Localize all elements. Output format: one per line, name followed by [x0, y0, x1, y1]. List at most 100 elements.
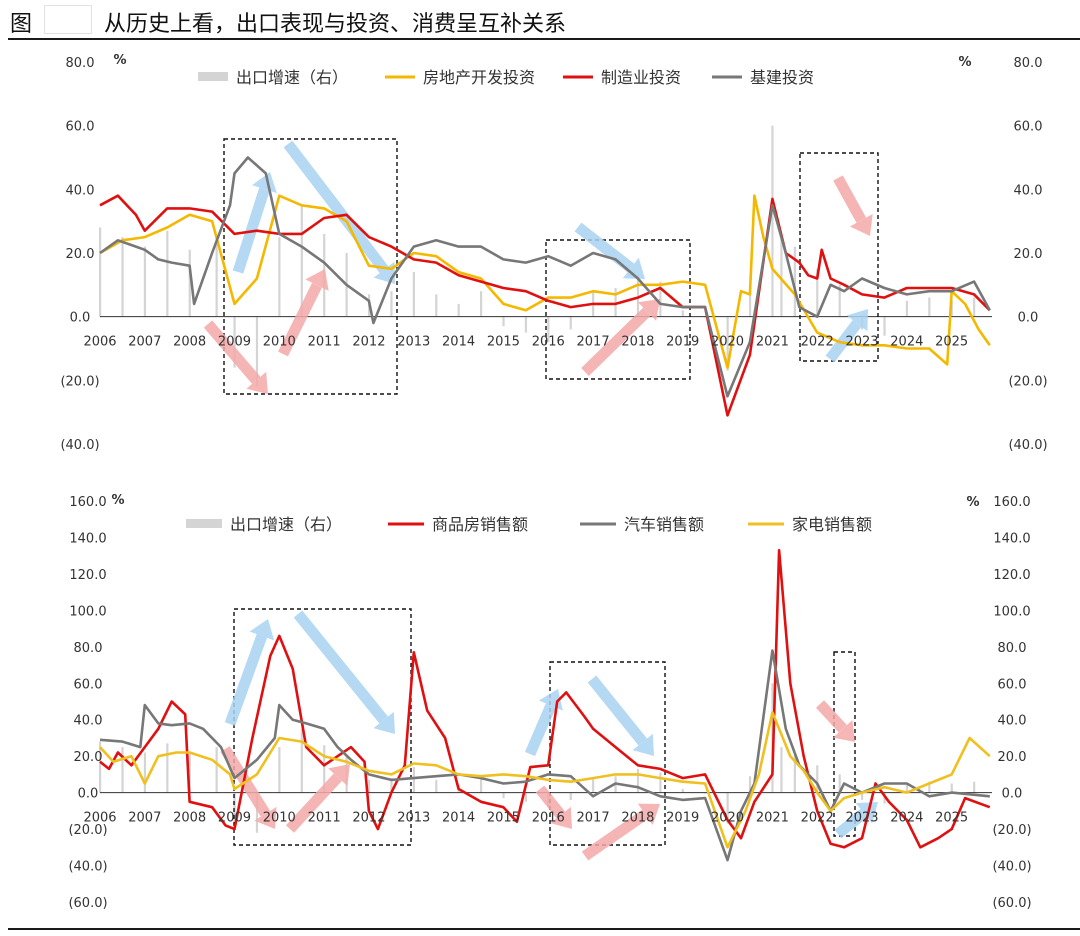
- export-bar: [659, 772, 662, 793]
- trend-arrow-shaft: [815, 700, 847, 733]
- export-bar: [928, 781, 931, 793]
- trend-arrow-shaft: [283, 140, 389, 274]
- trend-arrow-head: [833, 719, 855, 742]
- export-bar: [188, 754, 191, 793]
- trend-arrow-head: [254, 806, 277, 829]
- export-bar: [435, 294, 438, 317]
- right-axis-tick-label: (20.0): [992, 823, 1031, 838]
- export-bar: [233, 792, 236, 822]
- left-axis-tick-label: 20.0: [66, 247, 95, 262]
- right-axis-tick-label: 0.0: [1002, 787, 1023, 802]
- series-line: [99, 194, 991, 417]
- legend-label: 汽车销售额: [624, 515, 704, 534]
- right-axis-unit-label: %: [958, 55, 971, 70]
- x-axis-year-label: 2009: [218, 811, 251, 826]
- right-axis-tick-label: 20.0: [998, 750, 1027, 765]
- x-axis-year-label: 2006: [83, 811, 116, 826]
- export-bar: [166, 743, 169, 793]
- series-line: [99, 156, 991, 398]
- export-bar: [323, 745, 326, 793]
- highlight-box: [545, 239, 691, 380]
- x-axis-year-label: 2018: [621, 335, 654, 350]
- x-axis-year-label: 2006: [83, 335, 116, 350]
- left-axis-tick-label: 160.0: [69, 495, 106, 510]
- export-bar: [748, 288, 752, 317]
- x-axis-year-label: 2012: [352, 811, 385, 826]
- right-axis-tick-label: 80.0: [998, 641, 1027, 656]
- legend-swatch-bar: [198, 72, 228, 81]
- right-axis-tick-label: 60.0: [1014, 120, 1043, 135]
- left-axis-tick-label: (40.0): [60, 438, 99, 453]
- export-bar: [390, 778, 393, 793]
- x-axis-year-label: 2016: [532, 335, 565, 350]
- export-bar: [547, 316, 550, 343]
- trend-arrow-head: [550, 806, 572, 829]
- x-axis-year-label: 2024: [890, 811, 923, 826]
- legend-label: 出口增速（右）: [230, 515, 342, 534]
- export-bar: [883, 792, 886, 804]
- export-bar: [143, 246, 147, 317]
- export-bar: [793, 752, 796, 793]
- export-bar: [592, 778, 595, 793]
- x-axis-year-label: 2023: [845, 335, 878, 350]
- export-bar: [435, 779, 438, 793]
- export-bar: [614, 288, 617, 317]
- export-bar: [166, 230, 169, 317]
- export-bar: [905, 783, 909, 793]
- trend-arrow-shaft: [587, 675, 647, 746]
- trend-arrow-head: [246, 371, 268, 394]
- trend-arrow-shaft: [825, 320, 862, 363]
- figure-title-bar: 图 从历史上看，出口表现与投资、消费呈互补关系: [0, 0, 1080, 40]
- export-bar: [143, 752, 147, 793]
- x-axis-year-label: 2015: [487, 335, 520, 350]
- export-bar: [233, 316, 236, 368]
- export-bar: [681, 788, 684, 793]
- x-axis-year-label: 2018: [621, 811, 654, 826]
- x-axis-year-label: 2013: [397, 811, 430, 826]
- export-bar: [480, 778, 483, 793]
- right-axis-tick-label: (60.0): [992, 896, 1031, 911]
- right-axis-tick-label: 60.0: [998, 677, 1027, 692]
- right-axis-tick-label: 140.0: [993, 531, 1030, 546]
- trend-arrow-head: [849, 213, 873, 236]
- x-axis-year-label: 2014: [442, 335, 475, 350]
- x-axis-year-label: 2007: [128, 811, 161, 826]
- x-axis-year-label: 2011: [308, 811, 341, 826]
- bottom-rule: [8, 928, 1080, 930]
- left-axis-tick-label: (20.0): [60, 374, 99, 389]
- right-axis-tick-label: 160.0: [993, 495, 1030, 510]
- export-bar: [300, 205, 303, 317]
- left-axis-tick-label: 80.0: [66, 56, 95, 71]
- x-axis-year-label: 2012: [352, 335, 385, 350]
- trend-arrow-shaft: [581, 809, 649, 861]
- export-bar: [726, 316, 729, 371]
- legend-swatch-bar: [186, 519, 222, 528]
- export-bar: [524, 792, 528, 802]
- trend-arrow-head: [846, 309, 868, 332]
- x-axis-year-label: 2017: [577, 335, 610, 350]
- x-axis-year-label: 2007: [128, 335, 161, 350]
- export-bar: [502, 792, 505, 799]
- x-axis-year-label: 2020: [711, 335, 744, 350]
- x-axis-year-label: 2021: [756, 335, 789, 350]
- export-bar: [99, 741, 102, 793]
- right-axis-tick-label: 40.0: [998, 714, 1027, 729]
- export-bar: [973, 297, 976, 317]
- trend-arrow-shaft: [278, 282, 322, 357]
- highlight-box: [799, 152, 879, 362]
- right-axis-tick-label: (20.0): [1008, 374, 1047, 389]
- x-axis-year-label: 2024: [890, 335, 923, 350]
- export-bar: [480, 291, 483, 317]
- right-axis-tick-label: (40.0): [1008, 438, 1047, 453]
- trend-arrow-head: [855, 802, 878, 824]
- x-axis-year-label: 2023: [845, 811, 878, 826]
- x-axis-year-label: 2022: [801, 811, 834, 826]
- left-axis-tick-label: 20.0: [74, 750, 103, 765]
- x-axis-year-label: 2010: [263, 811, 296, 826]
- right-axis-tick-label: 80.0: [1014, 56, 1043, 71]
- export-bar: [816, 765, 819, 793]
- series-line: [99, 194, 991, 369]
- right-axis-tick-label: 20.0: [1014, 247, 1043, 262]
- export-bar: [905, 300, 909, 317]
- right-axis-tick-label: 120.0: [993, 568, 1030, 583]
